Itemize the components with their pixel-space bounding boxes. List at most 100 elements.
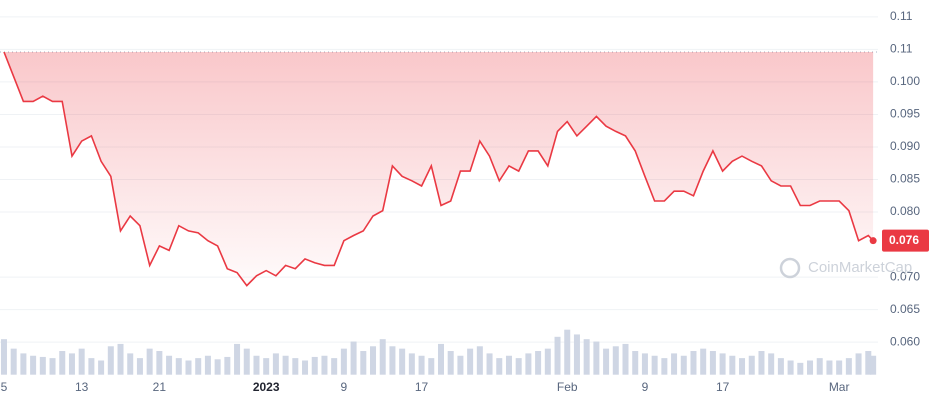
- volume-bar: [39, 356, 46, 375]
- volume-bar: [777, 358, 784, 375]
- volume-bar: [389, 346, 396, 375]
- x-tick-label: 5: [1, 380, 8, 394]
- price-line: [3, 51, 874, 287]
- volume-bar: [787, 360, 794, 375]
- volume-bar: [845, 358, 852, 375]
- volume-bar: [641, 353, 648, 375]
- volume-bar: [807, 360, 814, 375]
- volume-bar: [826, 360, 833, 375]
- volume-bar: [224, 356, 231, 375]
- volume-bar: [321, 355, 328, 375]
- x-tick-label: 9: [341, 380, 348, 394]
- watermark: CoinMarketCap: [808, 259, 912, 276]
- volume-bar: [437, 343, 444, 375]
- volume-bar: [739, 358, 746, 375]
- volume-bar: [292, 358, 299, 375]
- volume-bar: [564, 329, 571, 375]
- volume-bar: [486, 353, 493, 375]
- volume-bar: [59, 351, 66, 375]
- volume-bar: [535, 351, 542, 375]
- y-tick-label: 0.080: [890, 204, 920, 218]
- volume-bar: [758, 351, 765, 375]
- volume-bar: [214, 359, 221, 375]
- volume-bar: [709, 351, 716, 375]
- volume-bar: [797, 362, 804, 375]
- y-tick-label: 0.100: [890, 74, 920, 88]
- volume-bar: [651, 355, 658, 375]
- volume-bar: [107, 346, 114, 375]
- volume-bar: [671, 353, 678, 375]
- y-tick-label: 0.070: [890, 269, 920, 283]
- volume-bar: [302, 360, 309, 375]
- x-tick-label: Feb: [557, 380, 578, 394]
- volume-bar: [272, 353, 279, 375]
- volume-bar: [467, 348, 474, 375]
- volume-bar: [379, 339, 386, 375]
- volume-bar: [156, 351, 163, 375]
- volume-bar: [136, 358, 143, 375]
- volume-bar: [98, 360, 105, 375]
- volume-bar: [360, 351, 367, 375]
- x-tick-label: 21: [153, 380, 167, 394]
- x-tick-label: 13: [75, 380, 89, 394]
- volume-bar: [690, 351, 697, 375]
- x-tick-label: 17: [716, 380, 730, 394]
- volume-bar: [370, 346, 377, 375]
- volume-bar: [243, 348, 250, 375]
- volume-bar: [748, 355, 755, 375]
- volume-bar: [554, 336, 561, 375]
- volume-bar: [476, 346, 483, 375]
- volume-bar: [719, 353, 726, 375]
- volume-bar: [195, 358, 202, 375]
- y-tick-label: 0.095: [890, 107, 920, 121]
- volume-bar: [855, 353, 862, 375]
- volume-bar: [117, 343, 124, 375]
- volume-bar: [10, 348, 17, 375]
- volume-bar: [146, 348, 153, 375]
- volume-bar: [680, 355, 687, 375]
- x-tick-label: 17: [415, 380, 429, 394]
- x-tick-label: 2023: [253, 380, 280, 394]
- volume-bar: [700, 348, 707, 375]
- volume-bar: [20, 353, 27, 375]
- volume-bar: [583, 339, 590, 375]
- volume-bar: [593, 341, 600, 375]
- y-tick-label: 0.085: [890, 172, 920, 186]
- volume-bar: [175, 358, 182, 375]
- y-tick-label: 0.11: [890, 9, 913, 23]
- last-price-label: 0.076: [889, 233, 919, 247]
- volume-bar: [331, 358, 338, 375]
- volume-bar: [496, 358, 503, 375]
- volume-bar: [603, 348, 610, 375]
- price-area: [3, 51, 874, 286]
- last-point: [869, 237, 877, 245]
- volume-bar: [185, 360, 192, 375]
- volume-bar: [49, 358, 56, 375]
- volume-bar: [870, 355, 877, 375]
- volume-bar: [768, 353, 775, 375]
- volume-bar: [418, 355, 425, 375]
- volume-bar: [632, 351, 639, 375]
- y-tick-label: 0.090: [890, 139, 920, 153]
- volume-bar: [350, 341, 357, 375]
- volume-bar: [30, 355, 37, 375]
- volume-bar: [311, 356, 318, 375]
- volume-bar: [505, 355, 512, 375]
- volume-bar: [622, 343, 629, 375]
- volume-bar: [0, 339, 7, 375]
- volume-bar: [612, 346, 619, 375]
- volume-bar: [447, 351, 454, 375]
- volume-bar: [127, 353, 134, 375]
- volume-bar: [263, 358, 270, 375]
- volume-bar: [234, 343, 241, 375]
- y-tick-label: 0.065: [890, 302, 920, 316]
- volume-bar: [865, 351, 872, 375]
- volume-bar: [525, 353, 532, 375]
- volume-bar: [166, 355, 173, 375]
- y-tick-label: 0.11: [890, 42, 913, 56]
- x-tick-label: 9: [642, 380, 649, 394]
- volume-bar: [573, 334, 580, 375]
- last-price-badge: [882, 229, 929, 252]
- volume-bar: [68, 353, 75, 375]
